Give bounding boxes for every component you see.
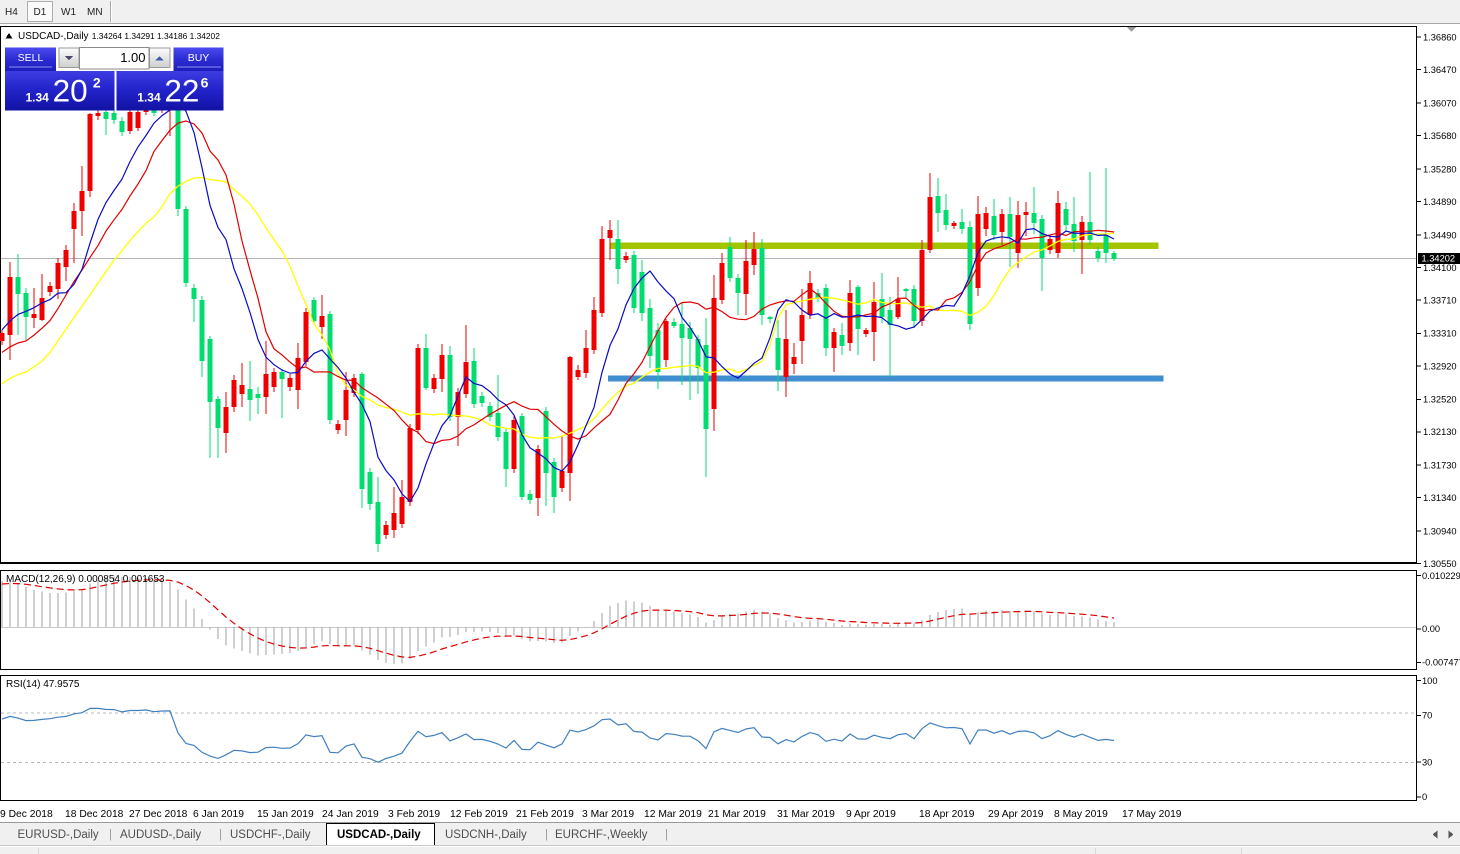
svg-text:USDCHF-,Daily: USDCHF-,Daily	[230, 829, 311, 841]
svg-text:1.31730: 1.31730	[1423, 461, 1457, 471]
svg-text:EURUSD-,Daily: EURUSD-,Daily	[18, 829, 99, 841]
svg-text:1.35680: 1.35680	[1423, 131, 1457, 141]
svg-text:1.34100: 1.34100	[1423, 263, 1457, 273]
svg-text:H4: H4	[5, 7, 18, 18]
svg-text:12 Mar 2019: 12 Mar 2019	[644, 809, 702, 820]
svg-text:D1: D1	[34, 7, 47, 18]
svg-text:USDCNH-,Daily: USDCNH-,Daily	[445, 829, 527, 841]
svg-text:1.32130: 1.32130	[1423, 427, 1457, 437]
svg-text:USDCAD-,Daily: USDCAD-,Daily	[337, 829, 421, 841]
svg-text:0.010229: 0.010229	[1422, 571, 1460, 581]
svg-text:1.34490: 1.34490	[1423, 230, 1457, 240]
svg-text:70: 70	[1422, 711, 1432, 721]
svg-text:1.34890: 1.34890	[1423, 197, 1457, 207]
svg-text:1.34: 1.34	[137, 90, 161, 104]
svg-text:6 Jan 2019: 6 Jan 2019	[193, 809, 244, 820]
svg-text:9 Apr 2019: 9 Apr 2019	[846, 809, 896, 820]
svg-text:|: |	[665, 829, 668, 841]
svg-text:2: 2	[93, 75, 101, 91]
svg-text:6: 6	[201, 75, 209, 91]
svg-text:BUY: BUY	[188, 52, 210, 64]
svg-text:0.00: 0.00	[1422, 624, 1440, 634]
svg-text:1.34: 1.34	[26, 90, 50, 104]
svg-text:0: 0	[1422, 792, 1427, 802]
svg-text:8 May 2019: 8 May 2019	[1054, 809, 1108, 820]
svg-text:100: 100	[1422, 676, 1438, 686]
svg-text:21 Mar 2019: 21 Mar 2019	[708, 809, 766, 820]
svg-text:24 Jan 2019: 24 Jan 2019	[322, 809, 379, 820]
svg-text:1.33710: 1.33710	[1423, 295, 1457, 305]
svg-text:29 Apr 2019: 29 Apr 2019	[988, 809, 1044, 820]
svg-text:3 Mar 2019: 3 Mar 2019	[582, 809, 634, 820]
svg-text:20: 20	[53, 72, 88, 108]
svg-text:1.30940: 1.30940	[1423, 527, 1457, 537]
svg-text:1.30550: 1.30550	[1423, 559, 1457, 569]
svg-text:RSI(14) 47.9575: RSI(14) 47.9575	[6, 679, 80, 690]
svg-text:1.33310: 1.33310	[1423, 329, 1457, 339]
svg-text:21 Feb 2019: 21 Feb 2019	[516, 809, 574, 820]
svg-text:3 Feb 2019: 3 Feb 2019	[388, 809, 440, 820]
svg-text:17 May 2019: 17 May 2019	[1122, 809, 1182, 820]
svg-text:1.34264 1.34291 1.34186 1.3420: 1.34264 1.34291 1.34186 1.34202	[92, 31, 220, 41]
svg-text:31 Mar 2019: 31 Mar 2019	[777, 809, 835, 820]
svg-text:|: |	[219, 829, 222, 841]
svg-text:1.32920: 1.32920	[1423, 361, 1457, 371]
svg-text:18 Apr 2019: 18 Apr 2019	[919, 809, 975, 820]
svg-text:W1: W1	[61, 7, 76, 18]
svg-text:|: |	[545, 829, 548, 841]
svg-text:27 Dec 2018: 27 Dec 2018	[129, 809, 188, 820]
svg-text:MACD(12,26,9) 0.000854 0.00165: MACD(12,26,9) 0.000854 0.001653	[6, 574, 165, 585]
svg-text:1.31340: 1.31340	[1423, 493, 1457, 503]
svg-text:1.00: 1.00	[120, 50, 145, 65]
svg-text:9 Dec 2018: 9 Dec 2018	[0, 809, 53, 820]
svg-text:22: 22	[164, 72, 199, 108]
svg-text:1.32520: 1.32520	[1423, 395, 1457, 405]
svg-text:AUDUSD-,Daily: AUDUSD-,Daily	[120, 829, 201, 841]
svg-text:SELL: SELL	[18, 52, 44, 64]
svg-text:USDCAD-,Daily: USDCAD-,Daily	[18, 31, 89, 42]
svg-text:-0.007477: -0.007477	[1422, 658, 1460, 668]
svg-text:|: |	[109, 829, 112, 841]
svg-text:12 Feb 2019: 12 Feb 2019	[450, 809, 508, 820]
svg-text:1.36070: 1.36070	[1423, 98, 1457, 108]
svg-text:1.35280: 1.35280	[1423, 164, 1457, 174]
svg-text:15 Jan 2019: 15 Jan 2019	[257, 809, 314, 820]
svg-text:18 Dec 2018: 18 Dec 2018	[65, 809, 124, 820]
svg-text:1.36860: 1.36860	[1423, 33, 1457, 43]
svg-text:30: 30	[1422, 757, 1432, 767]
svg-text:EURCHF-,Weekly: EURCHF-,Weekly	[555, 829, 648, 841]
svg-text:MN: MN	[87, 7, 103, 18]
svg-text:1.34202: 1.34202	[1422, 254, 1456, 264]
svg-text:1.36470: 1.36470	[1423, 65, 1457, 75]
